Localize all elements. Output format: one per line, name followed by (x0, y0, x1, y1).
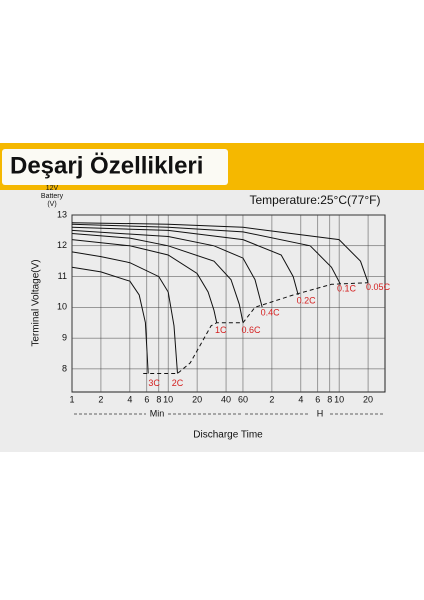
discharge-curve (71, 233, 244, 323)
x-group-label: H (317, 408, 324, 418)
annotation: Temperature:25°C(77°F) (250, 193, 381, 207)
y-unit-label: Battery (41, 193, 64, 200)
discharge-curve (71, 226, 299, 296)
x-tick-label: 20 (192, 394, 202, 404)
x-tick-label: 6 (144, 394, 149, 404)
x-tick-label: 4 (127, 394, 132, 404)
y-tick-label: 12 (57, 240, 67, 250)
x-tick-label: 4 (298, 394, 303, 404)
x-tick-label: 10 (163, 394, 173, 404)
x-tick-label: 1 (69, 394, 74, 404)
curve-label: 0.4C (261, 308, 281, 318)
chart-background (0, 190, 424, 452)
curve-label: 3C (148, 378, 160, 388)
cutoff-line (143, 282, 369, 374)
curve-label: 0.1C (337, 284, 357, 294)
chart-title: Deşarj Özellikleri (10, 152, 203, 179)
y-tick-label: 9 (62, 333, 67, 343)
y-unit-label: 12V (46, 185, 59, 192)
y-tick-label: 8 (62, 363, 67, 373)
title-box (2, 149, 228, 185)
curve-label: 1C (215, 325, 227, 335)
y-tick-label: 10 (57, 302, 67, 312)
x-tick-label: 8 (156, 394, 161, 404)
x-tick-label: 60 (238, 394, 248, 404)
x-tick-label: 2 (269, 394, 274, 404)
x-tick-label: 6 (315, 394, 320, 404)
discharge-curve (71, 239, 218, 323)
curve-label: 0.6C (241, 325, 261, 335)
x-tick-label: 8 (327, 394, 332, 404)
y-tick-label: 11 (58, 271, 67, 281)
curve-label: 0.2C (297, 295, 317, 305)
x-tick-label: 40 (221, 394, 231, 404)
x-tick-label: 2 (98, 394, 103, 404)
x-axis-label: Discharge Time (193, 430, 263, 441)
x-tick-label: 20 (363, 394, 373, 404)
curve-label: 2C (172, 378, 184, 388)
discharge-curve (71, 229, 263, 308)
y-tick-label: 13 (57, 209, 67, 219)
y-unit-label: (V) (47, 201, 56, 208)
y-axis-label: Terminal Voltage(V) (31, 259, 42, 346)
x-tick-label: 10 (334, 394, 344, 404)
curve-label: 0.05C (366, 282, 391, 292)
discharge-curve (71, 222, 369, 283)
discharge-curve (71, 223, 341, 285)
discharge-curve (71, 251, 178, 374)
x-group-label: Min (150, 408, 165, 418)
discharge-curve (71, 266, 149, 374)
